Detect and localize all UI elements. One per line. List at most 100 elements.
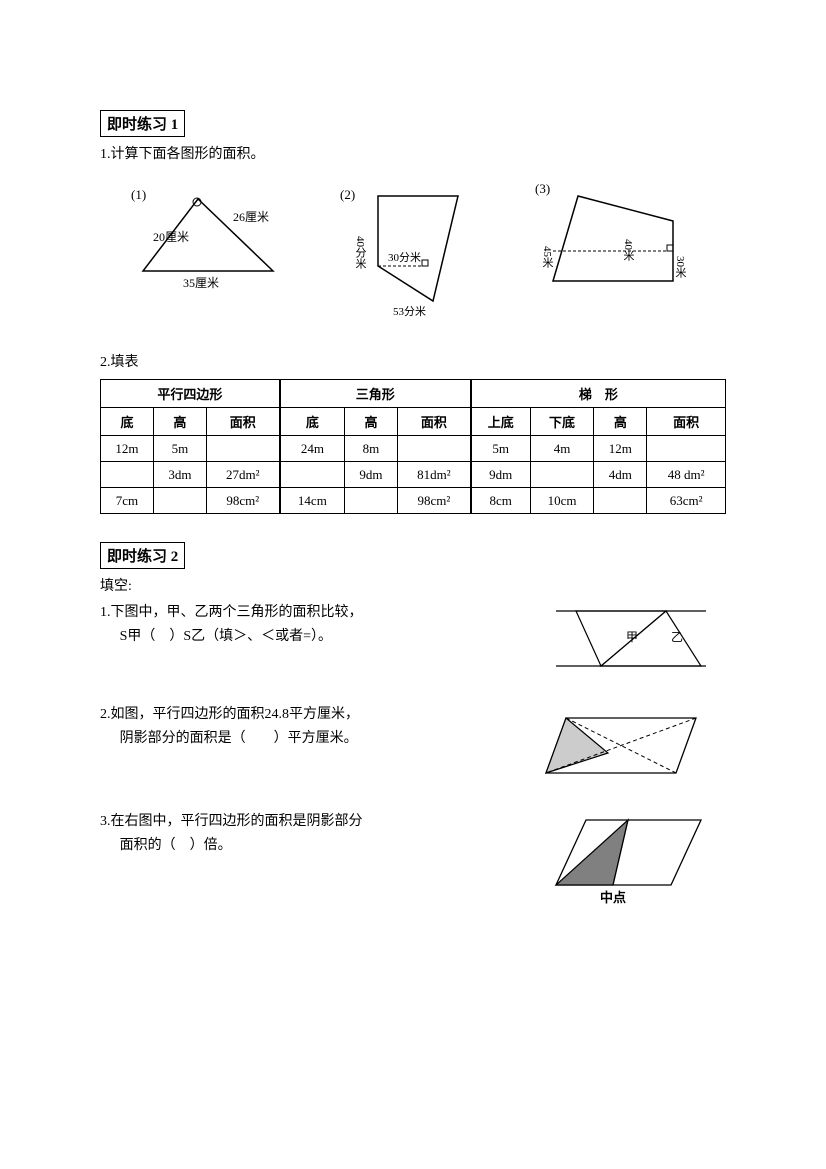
c	[594, 488, 647, 514]
c: 5m	[153, 436, 206, 462]
pic2-shaded	[546, 718, 608, 773]
pic1-jia: 甲	[626, 630, 638, 644]
fig1-side-a: 26厘米	[233, 210, 269, 224]
s2-q3a: 3.在右图中，平行四边形的面积是阴影部分	[100, 814, 363, 829]
h8: 高	[594, 408, 647, 436]
fig2-label: (2)	[340, 187, 355, 202]
s2-q1-text: 1.下图中，甲、乙两个三角形的面积比较， S甲（ ）S乙（填＞、＜或者=）。	[100, 601, 400, 649]
c: 10cm	[530, 488, 594, 514]
c: 4dm	[594, 462, 647, 488]
c: 24m	[280, 436, 345, 462]
c	[397, 436, 470, 462]
group-3: 梯 形	[471, 380, 726, 408]
table-row: 7cm 98cm² 14cm 98cm² 8cm 10cm 63cm²	[101, 488, 726, 514]
h0: 底	[101, 408, 154, 436]
c	[101, 462, 154, 488]
fig2-b: 53分米	[393, 305, 426, 318]
pic3-svg: 中点	[546, 810, 716, 910]
c: 3dm	[153, 462, 206, 488]
c: 4m	[530, 436, 594, 462]
c: 9dm	[471, 462, 530, 488]
s2-q3-text: 3.在右图中，平行四边形的面积是阴影部分 面积的（ ）倍。	[100, 810, 400, 858]
s2-q2a: 2.如图，平行四边形的面积24.8平方厘米，	[100, 707, 359, 722]
section2-title: 即时练习 2	[100, 542, 185, 569]
fig3-l: 45米	[541, 246, 554, 269]
c	[647, 436, 726, 462]
s2-q1-pic: 甲 乙	[400, 601, 726, 681]
fig1-side-c: 35厘米	[183, 276, 219, 290]
figure-2: (2) 40分米 30分米 53分米	[338, 181, 488, 321]
figure-3: (3) 45米 40米 30米	[533, 181, 703, 301]
c	[153, 488, 206, 514]
pic1-yi: 乙	[671, 630, 683, 644]
s2-q2-pic	[400, 703, 726, 788]
c: 12m	[594, 436, 647, 462]
c: 63cm²	[647, 488, 726, 514]
fig2-h: 40分米	[354, 236, 367, 270]
pic1-tri-jia	[576, 611, 666, 666]
c: 98cm²	[206, 488, 279, 514]
fig1-side-b: 20厘米	[153, 230, 189, 244]
pic1-svg: 甲 乙	[546, 601, 716, 681]
s2-q3-pic: 中点	[400, 810, 726, 910]
page: 即时练习 1 1.计算下面各图形的面积。 (1) 26厘米 20厘米 35厘米 …	[0, 0, 826, 1169]
fig3-label: (3)	[535, 181, 550, 196]
s2-q1a: 1.下图中，甲、乙两个三角形的面积比较，	[100, 605, 363, 620]
fig1-label: (1)	[131, 187, 146, 202]
table-row-heads: 底 高 面积 底 高 面积 上底 下底 高 面积	[101, 408, 726, 436]
s2-q2b: 阴影部分的面积是（ ）平方厘米。	[100, 727, 400, 751]
h2: 面积	[206, 408, 279, 436]
s2-q3b: 面积的（ ）倍。	[100, 834, 400, 858]
pic1-tri-yi	[601, 611, 701, 666]
c	[530, 462, 594, 488]
c	[206, 436, 279, 462]
fig3-m: 40米	[622, 239, 635, 262]
c: 98cm²	[397, 488, 470, 514]
h4: 高	[344, 408, 397, 436]
fig2-a: 30分米	[388, 251, 421, 264]
fig3-right-angle-icon	[667, 245, 673, 251]
h7: 下底	[530, 408, 594, 436]
fig2-shape	[378, 196, 458, 301]
pic3-shaded	[556, 820, 628, 885]
fig3-shape	[553, 196, 673, 281]
c: 48 dm²	[647, 462, 726, 488]
h5: 面积	[397, 408, 470, 436]
figure-1: (1) 26厘米 20厘米 35厘米	[123, 181, 293, 301]
c: 7cm	[101, 488, 154, 514]
c: 8m	[344, 436, 397, 462]
fig2-right-angle-icon	[422, 260, 428, 266]
h3: 底	[280, 408, 345, 436]
s2-q2-text: 2.如图，平行四边形的面积24.8平方厘米， 阴影部分的面积是（ ）平方厘米。	[100, 703, 400, 751]
group-1: 平行四边形	[101, 380, 280, 408]
table-row: 12m 5m 24m 8m 5m 4m 12m	[101, 436, 726, 462]
c: 5m	[471, 436, 530, 462]
h9: 面积	[647, 408, 726, 436]
h6: 上底	[471, 408, 530, 436]
fig3-r: 30米	[674, 256, 687, 279]
h1: 高	[153, 408, 206, 436]
s2-q1: 1.下图中，甲、乙两个三角形的面积比较， S甲（ ）S乙（填＞、＜或者=）。 甲…	[100, 601, 726, 681]
c: 81dm²	[397, 462, 470, 488]
c: 8cm	[471, 488, 530, 514]
c	[344, 488, 397, 514]
c	[280, 462, 345, 488]
s2-q3: 3.在右图中，平行四边形的面积是阴影部分 面积的（ ）倍。 中点	[100, 810, 726, 910]
c: 14cm	[280, 488, 345, 514]
c: 27dm²	[206, 462, 279, 488]
s2-lead: 填空:	[100, 575, 726, 595]
s1-q2: 2.填表	[100, 351, 726, 371]
pic3-label: 中点	[600, 890, 626, 905]
c: 12m	[101, 436, 154, 462]
c: 9dm	[344, 462, 397, 488]
table-row: 3dm 27dm² 9dm 81dm² 9dm 4dm 48 dm²	[101, 462, 726, 488]
s1-q1: 1.计算下面各图形的面积。	[100, 143, 726, 163]
s2-q1b: S甲（ ）S乙（填＞、＜或者=）。	[100, 625, 400, 649]
pic2-svg	[536, 703, 716, 788]
table-row-groups: 平行四边形 三角形 梯 形	[101, 380, 726, 408]
s2-q2: 2.如图，平行四边形的面积24.8平方厘米， 阴影部分的面积是（ ）平方厘米。	[100, 703, 726, 788]
figures-row: (1) 26厘米 20厘米 35厘米 (2) 40分米 30分米 53分米 (3…	[100, 181, 726, 321]
group-2: 三角形	[280, 380, 471, 408]
fill-table: 平行四边形 三角形 梯 形 底 高 面积 底 高 面积 上底 下底 高 面积 1…	[100, 379, 726, 514]
section1-title: 即时练习 1	[100, 110, 185, 137]
